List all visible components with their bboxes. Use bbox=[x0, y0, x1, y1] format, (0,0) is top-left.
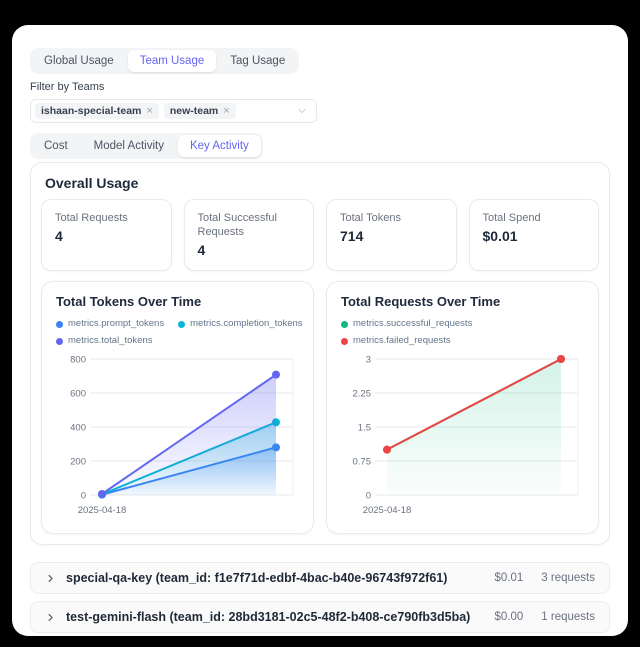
total-tokens-over-time-canvas: 0 200 400 600 800 2025-04-18 bbox=[70, 355, 294, 516]
legend-metrics-failed-requests: metrics.failed_requests bbox=[341, 335, 451, 347]
chart-title: Total Requests Over Time bbox=[341, 294, 501, 309]
y-tick-label: 2.25 bbox=[353, 389, 372, 400]
key-row-test-gemini-flash[interactable]: test-gemini-flash (team_id: 28bd3181-02c… bbox=[30, 601, 610, 633]
legend-dot-icon bbox=[178, 320, 186, 328]
y-tick-label: 0 bbox=[366, 491, 371, 502]
legend-label: metrics.total_tokens bbox=[68, 335, 153, 346]
x-tick-label: 2025-04-18 bbox=[78, 505, 127, 516]
legend-metrics-total-tokens: metrics.total_tokens bbox=[56, 335, 152, 347]
stat-label: Total Spend bbox=[482, 212, 541, 224]
legend-label: metrics.completion_tokens bbox=[190, 318, 303, 329]
y-tick-label: 0 bbox=[81, 491, 86, 502]
metrics-failed-requests-point bbox=[557, 355, 565, 363]
stat-label: Total Requests bbox=[55, 212, 128, 224]
metrics-total-tokens-point bbox=[98, 489, 106, 498]
metrics-total-tokens-point bbox=[272, 370, 280, 379]
key-row-special-qa-key[interactable]: special-qa-key (team_id: f1e7f71d-edbf-4… bbox=[30, 562, 610, 594]
key-spend: $0.00 bbox=[494, 611, 524, 623]
usage-scope-tab-group: Global Usage Team Usage Tag Usage bbox=[30, 48, 300, 74]
legend-row: metrics.successful_requests bbox=[341, 318, 584, 330]
charts-row: Total Tokens Over Time metrics.prompt_to… bbox=[41, 281, 599, 534]
y-tick-label: 600 bbox=[70, 389, 86, 400]
key-request-count: 1 requests bbox=[541, 611, 595, 623]
total-requests-over-time-canvas: 0 0.75 1.5 2.25 3 2025-04-18 bbox=[353, 355, 579, 516]
total-requests-over-time-card: Total Requests Over Time metrics.success… bbox=[326, 281, 599, 534]
remove-tag-icon[interactable]: × bbox=[146, 105, 153, 117]
stats-row: Total Requests 4 Total Successful Reques… bbox=[41, 199, 599, 271]
tab-model-activity[interactable]: Model Activity bbox=[82, 135, 176, 157]
key-request-count: 3 requests bbox=[541, 572, 595, 584]
y-tick-label: 400 bbox=[70, 423, 86, 434]
legend-row: metrics.total_tokens bbox=[56, 335, 299, 347]
overall-usage-title: Overall Usage bbox=[45, 175, 139, 191]
y-tick-label: 800 bbox=[70, 355, 86, 366]
metrics-total-tokens-line bbox=[101, 373, 277, 495]
x-tick-label: 2025-04-18 bbox=[363, 505, 412, 516]
metrics-failed-requests-line bbox=[386, 358, 562, 451]
chart-plot-area: 0 0.75 1.5 2.25 3 2025-04-18 bbox=[341, 351, 584, 519]
team-tag-ishaan-special-team[interactable]: ishaan-special-team × bbox=[35, 103, 159, 119]
legend-dot-icon bbox=[341, 320, 348, 328]
stat-label: Total Tokens bbox=[340, 212, 401, 224]
selected-team-tags: ishaan-special-team × new-team × bbox=[35, 103, 236, 119]
y-tick-label: 200 bbox=[70, 457, 86, 468]
team-tag-label: ishaan-special-team bbox=[41, 105, 142, 117]
tab-team-usage[interactable]: Team Usage bbox=[127, 50, 217, 72]
chart-legend: metrics.prompt_tokens metrics.completion… bbox=[56, 318, 303, 347]
activity-tab-group: Cost Model Activity Key Activity bbox=[30, 133, 263, 159]
legend-dot-icon bbox=[56, 337, 63, 345]
stat-value: 4 bbox=[197, 242, 206, 258]
chart-legend: metrics.successful_requests metrics.fail… bbox=[341, 318, 584, 347]
key-name: special-qa-key (team_id: f1e7f71d-edbf-4… bbox=[66, 571, 448, 585]
usage-dashboard-card: Global Usage Team Usage Tag Usage Filter b… bbox=[12, 25, 628, 636]
legend-dot-icon bbox=[341, 337, 348, 345]
metrics-successful-requests-area bbox=[387, 359, 561, 495]
tab-cost[interactable]: Cost bbox=[32, 135, 80, 157]
chevron-down-icon bbox=[298, 108, 306, 114]
legend-metrics-successful-requests: metrics.successful_requests bbox=[341, 318, 472, 330]
legend-label: metrics.prompt_tokens bbox=[68, 318, 165, 329]
legend-metrics-completion-tokens: metrics.completion_tokens bbox=[178, 318, 303, 330]
stat-label: Total Successful Requests bbox=[197, 212, 277, 238]
chart-title: Total Tokens Over Time bbox=[56, 294, 202, 309]
tab-tag-usage[interactable]: Tag Usage bbox=[218, 50, 297, 72]
key-spend: $0.01 bbox=[494, 572, 524, 584]
legend-row: metrics.prompt_tokens metrics.completion… bbox=[56, 318, 303, 330]
stat-card-total-spend: Total Spend $0.01 bbox=[468, 199, 599, 271]
stat-value: 4 bbox=[55, 228, 63, 244]
stat-card-total-successful-requests: Total Successful Requests 4 bbox=[183, 199, 314, 271]
remove-tag-icon[interactable]: × bbox=[223, 105, 230, 117]
overall-usage-card: Overall Usage Total Requests 4 Total Suc… bbox=[30, 162, 610, 545]
key-name: test-gemini-flash (team_id: 28bd3181-02c… bbox=[66, 610, 471, 624]
stat-value: $0.01 bbox=[482, 228, 518, 244]
legend-row: metrics.failed_requests bbox=[341, 335, 584, 347]
team-tag-new-team[interactable]: new-team × bbox=[163, 103, 236, 119]
y-tick-label: 1.5 bbox=[358, 423, 371, 434]
chevron-right-icon bbox=[48, 574, 53, 582]
stat-card-total-requests: Total Requests 4 bbox=[41, 199, 172, 271]
total-tokens-over-time-card: Total Tokens Over Time metrics.prompt_to… bbox=[41, 281, 314, 534]
chevron-right-icon bbox=[48, 613, 53, 621]
chart-plot-area: 0 200 400 600 800 2025-04-18 bbox=[56, 351, 299, 519]
metrics-failed-requests-point bbox=[383, 445, 391, 454]
y-tick-label: 0.75 bbox=[353, 457, 372, 468]
legend-metrics-prompt-tokens: metrics.prompt_tokens bbox=[56, 318, 164, 330]
y-tick-label: 3 bbox=[366, 355, 371, 366]
stat-value: 714 bbox=[340, 228, 364, 244]
legend-label: metrics.failed_requests bbox=[353, 335, 451, 346]
team-tag-label: new-team bbox=[169, 105, 219, 117]
key-activity-list: special-qa-key (team_id: f1e7f71d-edbf-4… bbox=[30, 562, 610, 633]
stat-card-total-tokens: Total Tokens 714 bbox=[326, 199, 457, 271]
filter-by-teams-label: Filter by Teams bbox=[30, 81, 105, 93]
legend-label: metrics.successful_requests bbox=[353, 318, 473, 329]
legend-dot-icon bbox=[56, 320, 63, 328]
tab-key-activity[interactable]: Key Activity bbox=[177, 135, 261, 157]
tab-global-usage[interactable]: Global Usage bbox=[32, 50, 126, 72]
team-filter-select[interactable]: ishaan-special-team × new-team × bbox=[30, 99, 317, 123]
